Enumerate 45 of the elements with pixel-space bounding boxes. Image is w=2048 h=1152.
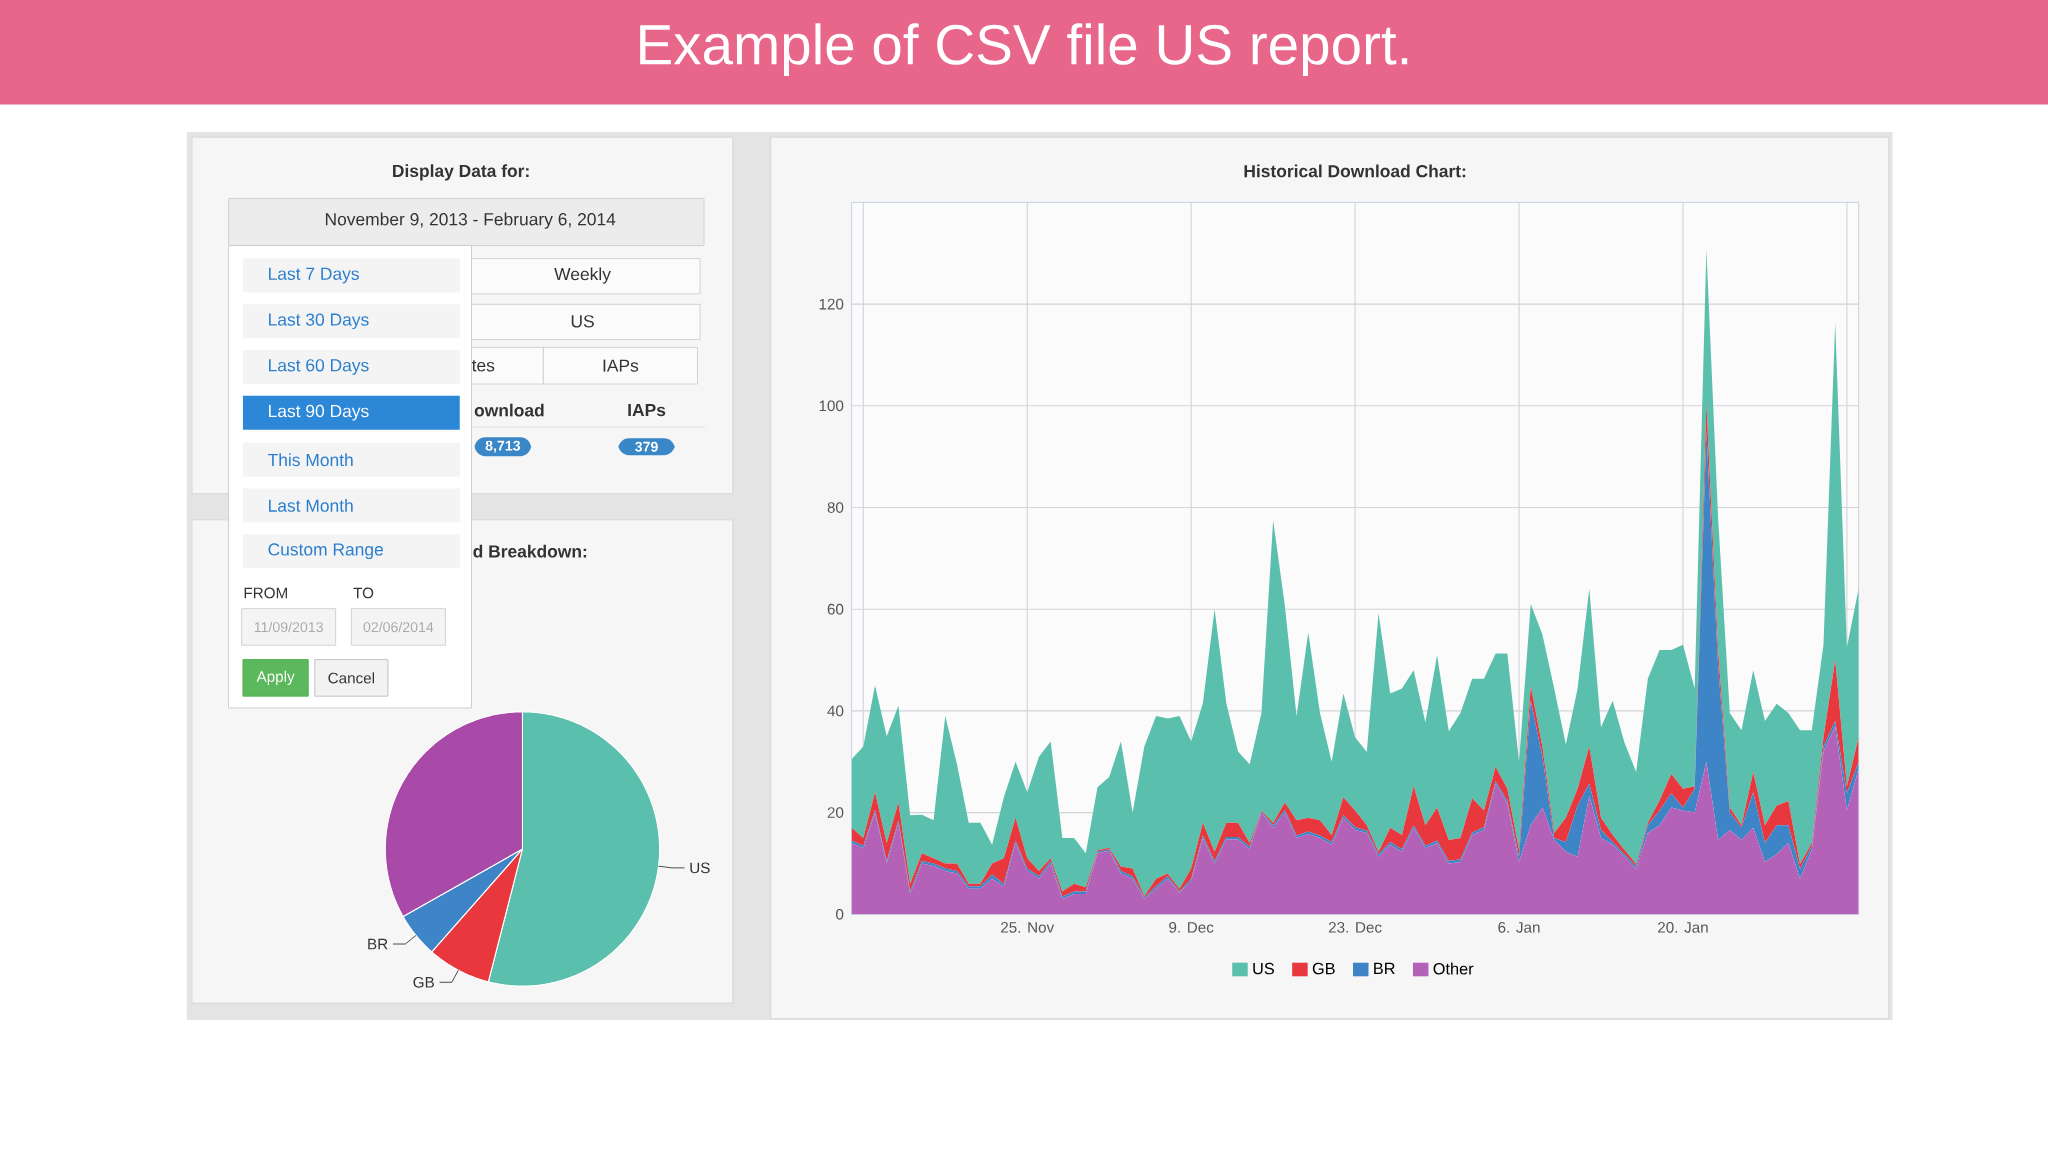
text: 379: [635, 441, 658, 452]
slice-label: US: [690, 862, 710, 874]
text: November 9, 2013 - February 6, 2014: [325, 212, 616, 229]
legend-label: US: [1253, 962, 1274, 975]
y-tick-label: 120: [819, 298, 844, 310]
chart-title: Historical Download Chart:: [1244, 164, 1466, 178]
text: Apply: [256, 670, 295, 685]
y-tick-label: 40: [827, 705, 844, 717]
text: Last 90 Days: [269, 404, 369, 421]
text: Last 60 Days: [269, 359, 369, 375]
text: Last Month: [269, 499, 353, 512]
text: Weekly: [554, 267, 611, 284]
y-tick-label: 20: [827, 807, 844, 818]
text: tes: [471, 359, 495, 372]
text: IAPs: [628, 404, 666, 417]
text: Custom Range: [268, 543, 383, 560]
text: FROM: [244, 587, 287, 599]
x-tick-label: 9. Dec: [1169, 922, 1214, 933]
x-tick-label: 20. Jan: [1658, 922, 1708, 933]
text: Display Data for:: [393, 164, 529, 181]
x-tick-label: 6. Jan: [1498, 922, 1540, 933]
slice-label: BR: [368, 938, 388, 950]
text: 8,713: [485, 440, 521, 453]
text: Cancel: [328, 672, 375, 684]
text: This Month: [267, 453, 353, 467]
legend-label: Other: [1433, 962, 1474, 975]
y-tick-label: 100: [819, 400, 844, 412]
text: Last 7 Days: [269, 267, 359, 284]
legend-label: GB: [1312, 962, 1335, 975]
x-tick-label: 25. Nov: [1001, 922, 1055, 933]
y-tick-label: 0: [836, 908, 844, 920]
text: 02/06/2014: [363, 621, 434, 633]
y-tick-label: 60: [827, 603, 844, 615]
text: Last 30 Days: [269, 313, 369, 330]
text: Example of CSV file US report.: [640, 23, 1408, 76]
text: US: [571, 315, 594, 328]
text: TO: [353, 587, 374, 599]
y-tick-label: 80: [827, 502, 844, 513]
text: 11/09/2013: [254, 621, 323, 633]
x-tick-label: 23. Dec: [1328, 922, 1382, 933]
text: IAPs: [603, 359, 639, 372]
text: ownload: [474, 403, 544, 417]
slice-label: GB: [413, 976, 434, 988]
legend-label: BR: [1374, 962, 1395, 975]
chart-title: d Breakdown:: [473, 544, 587, 558]
